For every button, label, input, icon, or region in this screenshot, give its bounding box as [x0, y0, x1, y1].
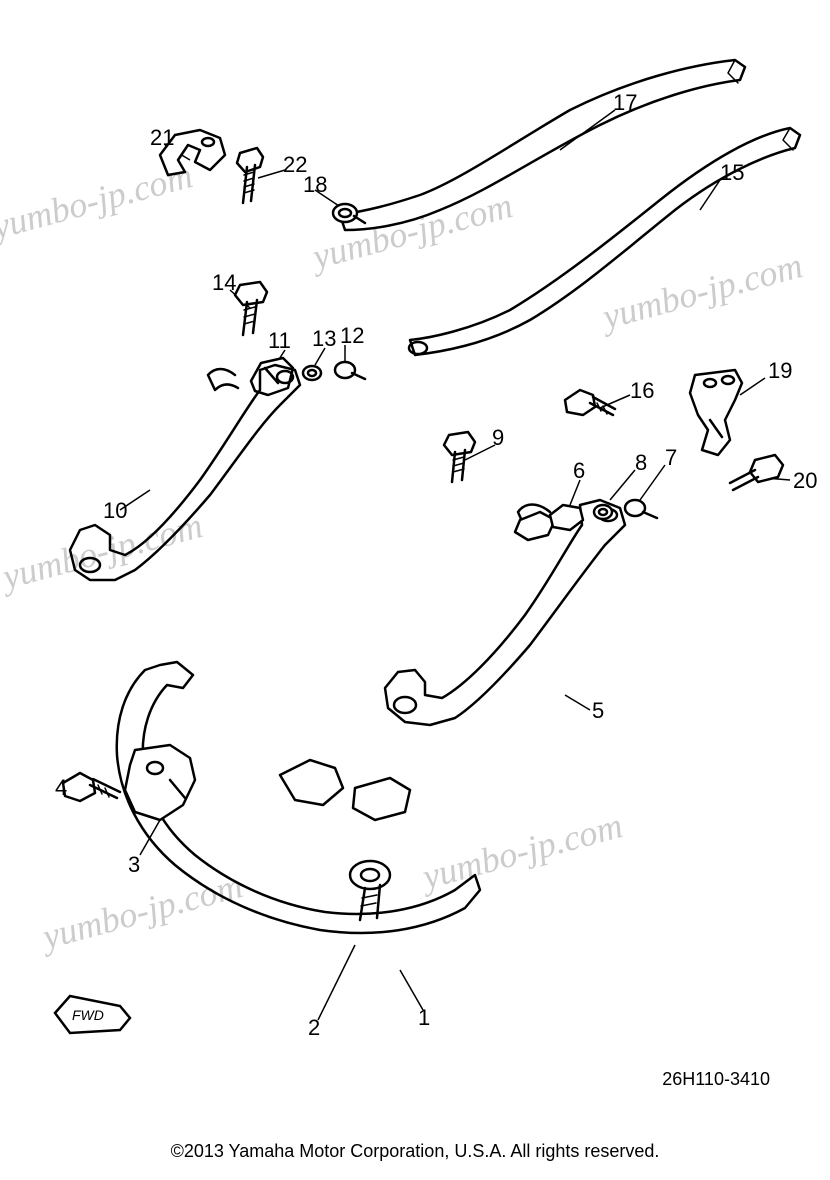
fwd-label: FWD — [72, 1007, 104, 1023]
callout-3: 3 — [128, 852, 140, 878]
part-bolt-22 — [225, 145, 275, 220]
copyright-text: ©2013 Yamaha Motor Corporation, U.S.A. A… — [0, 1141, 830, 1162]
callout-20: 20 — [793, 468, 817, 494]
callout-17: 17 — [613, 90, 637, 116]
callout-4: 4 — [55, 775, 67, 801]
part-bracket-19-20 — [680, 365, 800, 505]
callout-13: 13 — [312, 326, 336, 352]
callout-9: 9 — [492, 425, 504, 451]
callout-5: 5 — [592, 698, 604, 724]
callout-15: 15 — [720, 160, 744, 186]
callout-18: 18 — [303, 172, 327, 198]
callout-10: 10 — [103, 498, 127, 524]
callout-21: 21 — [150, 125, 174, 151]
callout-2: 2 — [308, 1015, 320, 1041]
part-hardware-6-7-8 — [545, 490, 665, 545]
diagram-area: yumbo-jp.com yumbo-jp.com yumbo-jp.com y… — [0, 0, 830, 1130]
callout-19: 19 — [768, 358, 792, 384]
callout-16: 16 — [630, 378, 654, 404]
callout-6: 6 — [573, 458, 585, 484]
callout-1: 1 — [418, 1005, 430, 1031]
callout-8: 8 — [635, 450, 647, 476]
callout-14: 14 — [212, 270, 236, 296]
part-bolt-9 — [435, 430, 485, 495]
part-bolt-16 — [555, 385, 620, 435]
callout-7: 7 — [665, 445, 677, 471]
part-bracket-3 — [115, 740, 215, 835]
drawing-code: 26H110-3410 — [662, 1069, 770, 1090]
fwd-tag: FWD — [50, 988, 140, 1043]
callout-11: 11 — [268, 328, 291, 354]
part-guard-10 — [60, 355, 350, 615]
part-bolt-18 — [330, 198, 370, 233]
callout-12: 12 — [340, 323, 364, 349]
